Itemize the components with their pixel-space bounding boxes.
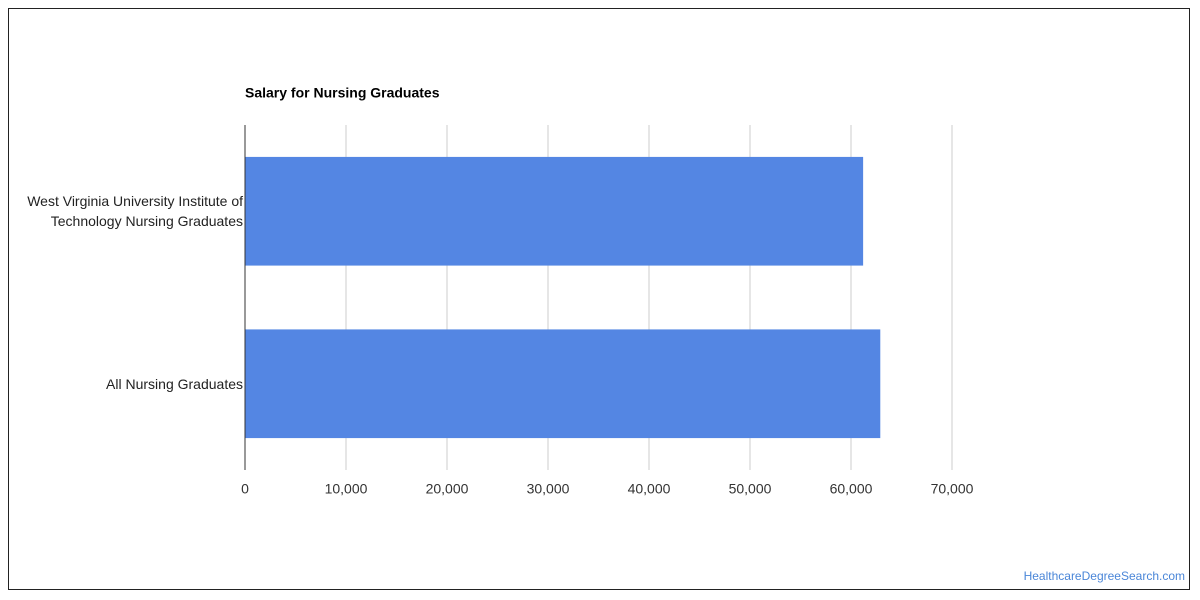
x-tick-label: 70,000: [931, 481, 974, 497]
chart-title: Salary for Nursing Graduates: [245, 85, 440, 101]
frame: [8, 8, 1190, 590]
x-tick-label: 40,000: [628, 481, 671, 497]
x-tick-label: 30,000: [527, 481, 570, 497]
bar: [245, 329, 881, 439]
x-tick-label: 0: [241, 481, 249, 497]
y-tick-label: West Virginia University Institute of Te…: [27, 193, 243, 230]
x-tick-label: 60,000: [830, 481, 873, 497]
x-tick-label: 10,000: [325, 481, 368, 497]
y-tick-label: All Nursing Graduates: [106, 375, 243, 392]
x-tick-label: 20,000: [426, 481, 469, 497]
bar: [245, 156, 864, 266]
x-tick-label: 50,000: [729, 481, 772, 497]
watermark[interactable]: HealthcareDegreeSearch.com: [1024, 569, 1185, 583]
